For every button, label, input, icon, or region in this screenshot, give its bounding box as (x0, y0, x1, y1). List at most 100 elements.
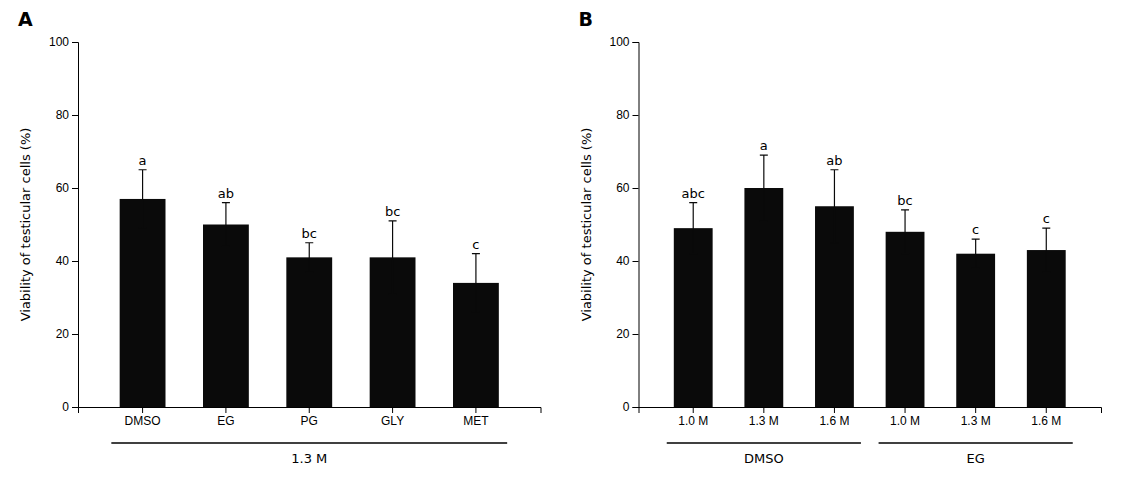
tick-label: 1.3 M (749, 414, 779, 428)
tick: EG (217, 407, 234, 428)
tick-label: 0 (62, 400, 69, 414)
tick-mark (309, 407, 310, 413)
tick-mark (1046, 407, 1047, 413)
annotation: abc (682, 186, 705, 201)
y-axis-title: Viability of testicular cells (%) (579, 128, 594, 322)
group-brackets: DMSOEG (667, 443, 1073, 466)
tick-label: 1.3 M (961, 414, 991, 428)
annotations: abc a ab bc c c (682, 138, 1050, 237)
annotation: ab (218, 186, 234, 201)
error-bar (830, 170, 838, 243)
tick-label: 1.0 M (678, 414, 708, 428)
tick-label: 0 (623, 400, 630, 414)
axis-line (79, 408, 542, 414)
annotations: aabbcbcc (139, 153, 480, 252)
x-axis: DMSO EG PG GLY MET (79, 407, 542, 428)
tick-label: 60 (616, 181, 630, 195)
tick: 40 (56, 254, 78, 268)
tick-label: 1.0 M (890, 414, 920, 428)
tick-mark (392, 407, 393, 413)
tick: 20 (56, 327, 78, 341)
tick-mark (72, 188, 78, 189)
tick-mark (633, 407, 639, 408)
bar (886, 232, 925, 407)
bar (286, 257, 332, 407)
axis-line (633, 43, 640, 408)
tick-mark (142, 407, 143, 413)
tick-mark (633, 334, 639, 335)
group-bracket (111, 442, 507, 443)
error-bar (689, 203, 697, 254)
tick-label: 80 (616, 108, 630, 122)
tick: 0 (62, 400, 78, 414)
tick-label: 1.6 M (819, 414, 849, 428)
tick-label: 100 (609, 35, 629, 49)
tick-mark (763, 407, 764, 413)
bar (1027, 250, 1066, 407)
tick-mark (475, 407, 476, 413)
panel-label: B (579, 8, 593, 30)
annotation: c (972, 222, 979, 237)
y-axis: 020406080100 (609, 35, 639, 414)
bar (674, 228, 713, 407)
annotation: ab (826, 153, 842, 168)
error-bar (901, 210, 909, 254)
y-axis: 020406080100 (49, 35, 79, 414)
tick-mark (72, 42, 78, 43)
tick-mark (633, 261, 639, 262)
axis-line (72, 43, 79, 408)
tick-mark (225, 407, 226, 413)
annotation: c (472, 237, 479, 252)
annotation: a (139, 153, 147, 168)
tick: 1.6 M (819, 407, 849, 428)
tick-mark (72, 115, 78, 116)
group-label: EG (967, 451, 985, 466)
tick-label: 40 (616, 254, 630, 268)
error-bar (139, 170, 147, 228)
tick-label: PG (301, 414, 318, 428)
annotation: bc (385, 204, 400, 219)
tick: 1.0 M (890, 407, 920, 428)
annotation: bc (897, 193, 912, 208)
tick-label: 1.6 M (1031, 414, 1061, 428)
tick-label: 20 (56, 327, 70, 341)
tick: 100 (609, 35, 638, 49)
tick: 1.3 M (749, 407, 779, 428)
error-bar (305, 243, 313, 272)
y-axis-title: Viability of testicular cells (%) (18, 128, 33, 322)
panel: aabbcbcc020406080100DMSOEGPGGLYMETViabil… (18, 8, 541, 466)
figure: aabbcbcc020406080100DMSOEGPGGLYMETViabil… (0, 0, 1121, 495)
tick: 1.3 M (961, 407, 991, 428)
error-bar (760, 155, 768, 221)
tick: DMSO (125, 407, 161, 428)
tick-label: EG (217, 414, 234, 428)
error-bar (472, 254, 480, 312)
tick-label: DMSO (125, 414, 161, 428)
tick-mark (72, 407, 78, 408)
tick-mark (72, 261, 78, 262)
bar (120, 199, 166, 407)
tick-mark (693, 407, 694, 413)
tick: GLY (381, 407, 404, 428)
group-bracket (667, 442, 861, 443)
tick-label: 40 (56, 254, 70, 268)
tick-mark (633, 115, 639, 116)
error-bar (1042, 228, 1050, 272)
tick-mark (633, 188, 639, 189)
group-bracket (879, 442, 1073, 443)
axis-line (639, 408, 1102, 414)
group-label: 1.3 M (291, 451, 327, 466)
tick: 60 (616, 181, 638, 195)
tick-mark (975, 407, 976, 413)
tick-mark (72, 334, 78, 335)
annotation: c (1043, 211, 1050, 226)
error-bar (972, 239, 980, 268)
tick: 0 (623, 400, 639, 414)
annotation: a (760, 138, 768, 153)
plot-area (120, 170, 499, 407)
panel-label: A (18, 8, 33, 30)
tick-label: 60 (56, 181, 70, 195)
tick: MET (463, 407, 489, 428)
tick: 40 (616, 254, 638, 268)
tick-label: 80 (56, 108, 70, 122)
